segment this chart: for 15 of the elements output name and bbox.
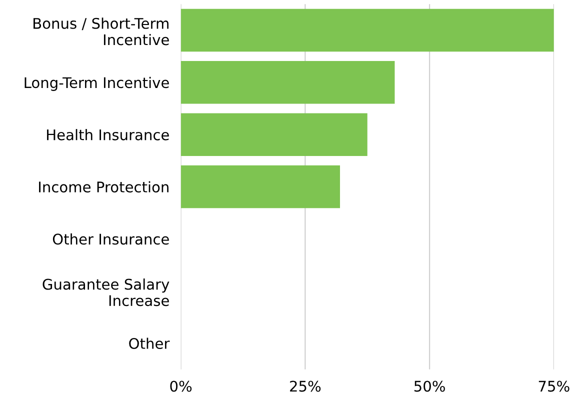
y-tick-label: Health Insurance [47, 129, 169, 140]
y-tick-label: Long-Term Incentive [24, 76, 169, 91]
y-tick-label: Bonus / Short-Term Incentive [34, 18, 169, 46]
bar [180, 8, 554, 52]
y-tick-label: Other [129, 338, 170, 350]
y-tick-label: Income Protection [39, 181, 168, 192]
x-tick-label: 0% [170, 380, 192, 392]
x-tick-label: 25% [290, 380, 321, 392]
bar [180, 113, 368, 156]
bar [180, 61, 395, 104]
x-tick-label: 75% [538, 380, 570, 392]
y-tick-label: Guarantee Salary Increase [42, 278, 170, 306]
y-tick-label: Other Insurance [52, 233, 169, 245]
bar [180, 165, 340, 208]
x-tick-label: 50% [414, 380, 445, 392]
